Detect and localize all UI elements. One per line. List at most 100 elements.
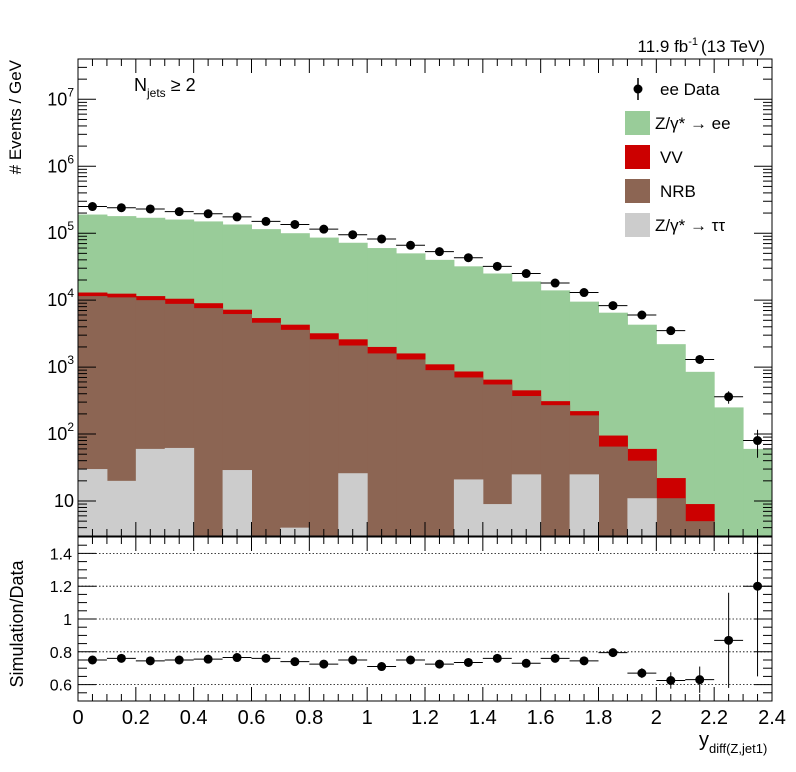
bar-nrb	[309, 339, 339, 536]
data-point	[222, 212, 252, 222]
ratio-point	[280, 657, 310, 667]
ratio-y-tick-label: 0.6	[50, 678, 72, 695]
x-tick-label: 1.4	[469, 707, 497, 729]
bar-dy-tautau	[569, 474, 599, 536]
data-point	[714, 391, 744, 404]
main-plot-frame	[77, 58, 773, 537]
ratio-point	[685, 666, 715, 693]
ratio-plot-frame	[77, 536, 773, 702]
ratio-point	[714, 592, 744, 688]
legend: ee Data Z/γ* → ee VV NRB Z/γ* → ττ	[625, 78, 731, 237]
x-tick-label: 1.6	[527, 707, 555, 729]
ratio-point	[743, 537, 772, 677]
bar-nrb	[367, 353, 397, 536]
data-point	[627, 310, 657, 320]
data-point	[656, 326, 686, 336]
ratio-point	[627, 668, 657, 679]
x-tick-label: 0.2	[122, 707, 150, 729]
ratio-y-tick-label: 1	[63, 612, 72, 629]
legend-label-nrb: NRB	[660, 182, 696, 201]
data-point	[425, 247, 454, 257]
ratio-point	[511, 658, 541, 668]
ratio-y-tick-label: 1.2	[50, 579, 72, 596]
data-point	[685, 354, 715, 364]
ratio-point	[482, 653, 512, 663]
data-point	[78, 202, 107, 212]
bar-dy-tautau	[106, 480, 137, 536]
y-tick-label: 106	[47, 152, 74, 176]
x-tick-label: 2.2	[700, 707, 728, 729]
data-point	[106, 203, 136, 213]
ratio-point	[396, 655, 425, 665]
y-tick-label: 10	[54, 491, 74, 511]
data-point	[338, 230, 368, 240]
ratio-point	[106, 653, 136, 663]
x-axis-label: ydiff(Z,jet1)	[699, 729, 767, 756]
bar-dy-tautau	[78, 469, 108, 536]
data-point	[511, 269, 541, 279]
data-point	[164, 207, 194, 217]
y-tick-label: 107	[47, 85, 74, 109]
ratio-point	[193, 654, 223, 664]
bar-dy-tautau	[338, 473, 368, 536]
x-tick-label: 1.2	[411, 707, 439, 729]
bottom-y-axis-label: Simulation/Data	[7, 559, 27, 687]
bar-dy-ee	[743, 448, 773, 536]
x-tick-label: 2.4	[758, 707, 786, 729]
ratio-plot-panel: 0.6 0.8 1 1.2 1.4 0 0.2 0.4 0.6 0.8 1 1.2 1.4 1.6 1.8 2…	[50, 536, 786, 729]
ratio-point	[367, 662, 397, 672]
bar-dy-tautau	[164, 447, 195, 536]
ratio-point	[222, 653, 252, 663]
y-tick-label: 104	[47, 286, 74, 310]
x-tick-label: 1	[362, 707, 373, 729]
legend-entry-dy-ee: Z/γ* → ee	[625, 111, 731, 135]
legend-label-vv: VV	[660, 148, 683, 167]
legend-label-dy-tautau: Z/γ* → ττ	[655, 216, 725, 235]
data-point	[569, 288, 599, 298]
bar-nrb	[280, 329, 310, 536]
bar-dy-tautau	[453, 479, 484, 536]
ratio-point	[598, 648, 628, 658]
x-tick-label: 0.8	[295, 707, 323, 729]
legend-swatch-nrb	[625, 179, 650, 203]
bar-dy-tautau	[222, 470, 252, 536]
main-plot-panel: 10 102 103 104 105 106 107	[47, 58, 773, 537]
bar-dy-tautau	[511, 474, 542, 536]
bar-nrb	[540, 405, 571, 536]
bar-nrb	[396, 359, 426, 536]
ratio-point	[338, 655, 368, 665]
ratio-y-tick-label: 0.8	[50, 645, 72, 662]
data-point	[193, 209, 223, 219]
top-y-axis-label: # Events / GeV	[6, 59, 25, 174]
legend-entry-nrb: NRB	[625, 179, 696, 203]
data-point	[598, 301, 628, 311]
data-point	[482, 261, 512, 271]
ratio-point	[164, 655, 194, 665]
ratio-point	[425, 659, 454, 669]
ratio-point	[656, 672, 686, 689]
legend-label-dy-ee: Z/γ* → ee	[655, 114, 731, 133]
legend-entry-vv: VV	[625, 145, 683, 169]
ratio-point	[453, 657, 483, 667]
y-tick-label: 103	[47, 353, 74, 377]
data-point	[135, 204, 165, 214]
data-point	[309, 224, 339, 234]
legend-entry-dy-tautau: Z/γ* → ττ	[625, 213, 725, 237]
lumi-label: 11.9 fb-1 (13 TeV)	[638, 36, 765, 56]
bar-dy-tautau	[135, 448, 166, 536]
data-point	[540, 278, 570, 288]
data-point	[453, 253, 483, 263]
data-point	[280, 219, 310, 229]
ratio-point	[569, 656, 599, 666]
x-tick-label: 0.6	[238, 707, 266, 729]
legend-entry-data: ee Data	[633, 78, 720, 100]
x-tick-label: 0.4	[180, 707, 208, 729]
data-point	[251, 216, 281, 226]
bar-nrb	[251, 322, 281, 536]
legend-swatch-vv	[625, 145, 650, 169]
ratio-point	[135, 656, 165, 666]
legend-swatch-dy-ee	[625, 111, 650, 135]
y-tick-label: 102	[47, 420, 74, 444]
legend-swatch-dy-tautau	[625, 213, 650, 237]
